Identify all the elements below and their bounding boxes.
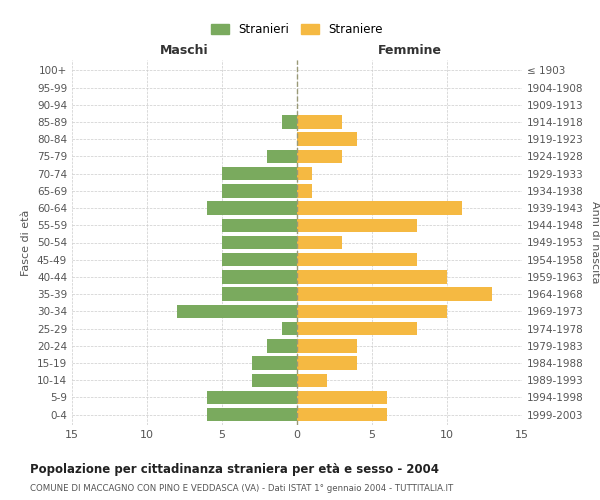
Bar (297, 374, 327, 387)
Bar (297, 116, 342, 128)
Bar (297, 322, 417, 336)
Bar (297, 390, 387, 404)
Legend: Stranieri, Straniere: Stranieri, Straniere (206, 18, 388, 41)
Bar (252, 374, 297, 387)
Bar (222, 167, 297, 180)
Bar (222, 253, 297, 266)
Bar (252, 356, 297, 370)
Text: Maschi: Maschi (160, 44, 209, 57)
Bar (297, 304, 447, 318)
Text: Popolazione per cittadinanza straniera per età e sesso - 2004: Popolazione per cittadinanza straniera p… (30, 462, 439, 475)
Bar (297, 184, 312, 198)
Y-axis label: Anni di nascita: Anni di nascita (590, 201, 600, 284)
Bar (297, 236, 342, 249)
Bar (282, 322, 297, 336)
Bar (222, 218, 297, 232)
Bar (222, 236, 297, 249)
Bar (297, 408, 387, 422)
Text: Femmine: Femmine (377, 44, 442, 57)
Bar (222, 288, 297, 301)
Y-axis label: Fasce di età: Fasce di età (22, 210, 31, 276)
Bar (297, 167, 312, 180)
Bar (297, 132, 357, 146)
Bar (297, 356, 357, 370)
Bar (267, 150, 297, 163)
Bar (222, 184, 297, 198)
Bar (297, 288, 492, 301)
Bar (267, 339, 297, 352)
Bar (297, 150, 342, 163)
Bar (207, 408, 297, 422)
Bar (297, 339, 357, 352)
Text: COMUNE DI MACCAGNO CON PINO E VEDDASCA (VA) - Dati ISTAT 1° gennaio 2004 - TUTTI: COMUNE DI MACCAGNO CON PINO E VEDDASCA (… (30, 484, 453, 493)
Bar (282, 116, 297, 128)
Bar (222, 270, 297, 283)
Bar (297, 202, 462, 215)
Bar (297, 270, 447, 283)
Bar (177, 304, 297, 318)
Bar (207, 390, 297, 404)
Bar (297, 253, 417, 266)
Bar (207, 202, 297, 215)
Bar (297, 218, 417, 232)
